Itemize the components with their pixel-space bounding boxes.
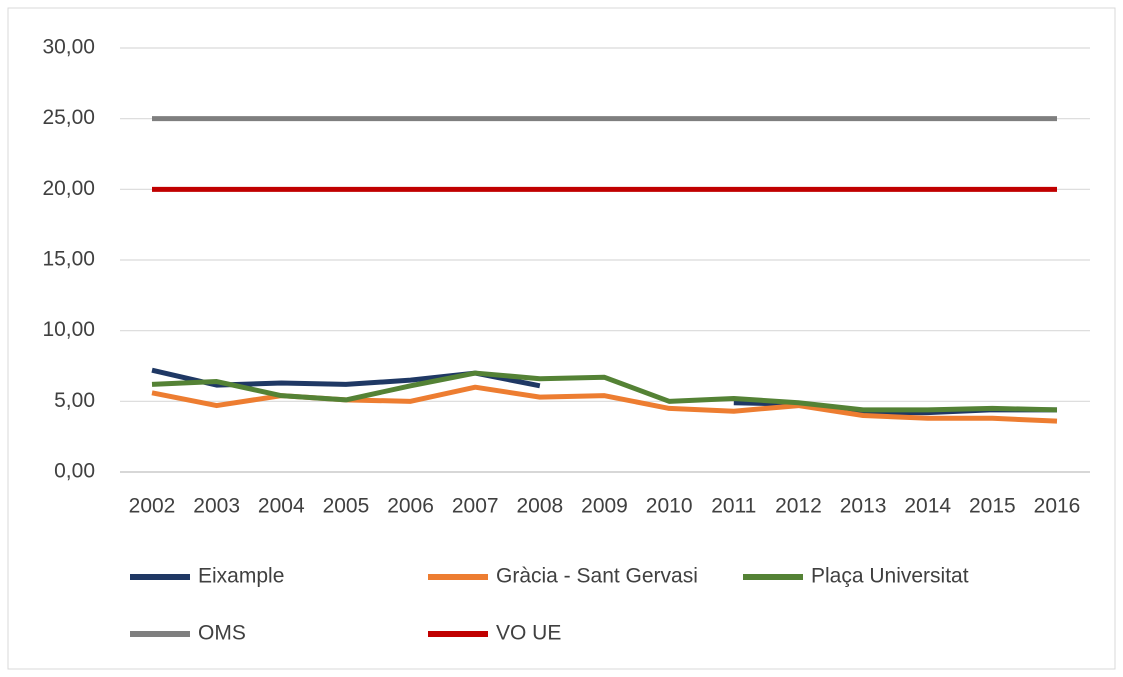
y-tick-label: 15,00: [42, 248, 95, 271]
x-tick-label: 2006: [387, 495, 434, 518]
x-tick-label: 2002: [129, 495, 176, 518]
y-tick-label: 10,00: [42, 318, 95, 341]
x-tick-label: 2003: [193, 495, 240, 518]
series-line: [151, 370, 1058, 413]
legend-label: VO UE: [496, 622, 561, 645]
y-tick-label: 5,00: [54, 389, 95, 412]
x-tick-label: 2004: [258, 495, 305, 518]
x-tick-label: 2012: [775, 495, 822, 518]
x-tick-label: 2008: [516, 495, 563, 518]
legend-label: Plaça Universitat: [811, 565, 969, 588]
legend-label: Eixample: [198, 565, 284, 588]
x-tick-label: 2013: [840, 495, 887, 518]
y-tick-label: 0,00: [54, 460, 95, 483]
y-tick-label: 25,00: [42, 106, 95, 129]
x-tick-label: 2009: [581, 495, 628, 518]
x-tick-label: 2011: [711, 495, 756, 518]
x-tick-label: 2014: [904, 495, 951, 518]
x-tick-label: 2015: [969, 495, 1016, 518]
x-tick-label: 2016: [1034, 495, 1081, 518]
y-tick-label: 20,00: [42, 177, 95, 200]
x-tick-label: 2010: [646, 495, 693, 518]
x-tick-label: 2005: [323, 495, 370, 518]
legend-label: OMS: [198, 622, 246, 645]
y-tick-label: 30,00: [42, 36, 95, 59]
x-tick-label: 2007: [452, 495, 499, 518]
legend-label: Gràcia - Sant Gervasi: [496, 565, 698, 588]
